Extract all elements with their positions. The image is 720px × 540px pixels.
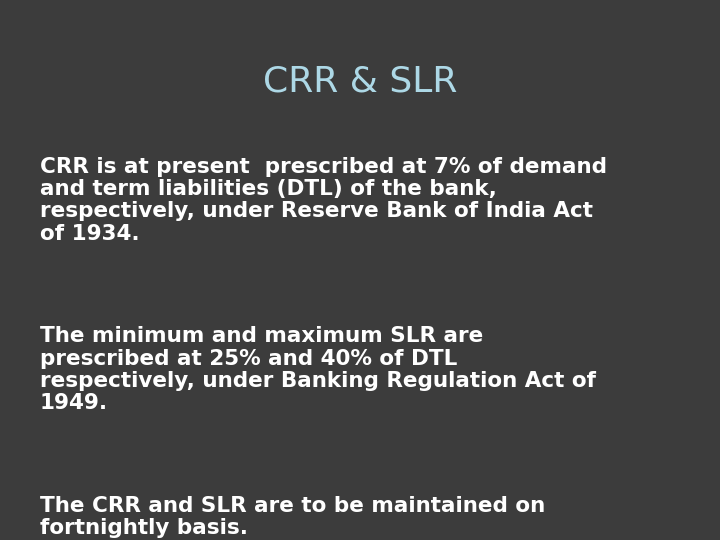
Text: CRR & SLR: CRR & SLR [263,65,457,99]
Text: CRR is at present  prescribed at 7% of demand
and term liabilities (DTL) of the : CRR is at present prescribed at 7% of de… [40,157,606,244]
Text: The minimum and maximum SLR are
prescribed at 25% and 40% of DTL
respectively, u: The minimum and maximum SLR are prescrib… [40,326,595,413]
Text: The CRR and SLR are to be maintained on
fortnightly basis.: The CRR and SLR are to be maintained on … [40,496,545,538]
